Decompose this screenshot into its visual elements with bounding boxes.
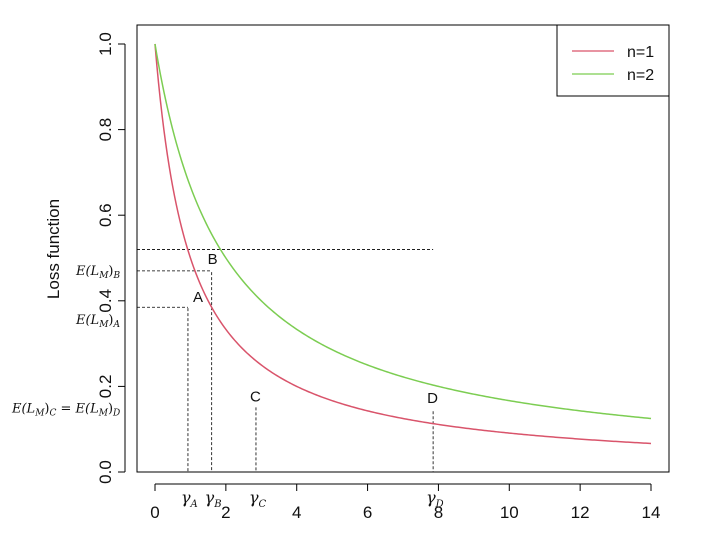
y-axis-title: Loss function	[44, 199, 63, 299]
point-label-B: B	[208, 251, 218, 268]
x-tick-label: 2	[221, 503, 230, 522]
y-tick-label: 0.2	[96, 375, 115, 399]
math-label-E-L-M-C: E(LM)C = E(LM)D	[11, 402, 120, 419]
x-tick-label: 0	[150, 503, 159, 522]
y-tick-label: 0.0	[96, 460, 115, 484]
legend-box	[556, 24, 670, 97]
series-lines	[154, 43, 652, 445]
guide-lines	[137, 249, 434, 472]
point-label-A: A	[193, 289, 203, 306]
y-tick-label: 0.8	[96, 118, 115, 142]
x-axis: 0 2 4 6 8 10 12 14	[150, 483, 661, 522]
legend-label-n1: n=1	[627, 44, 654, 61]
y-axis: 0.0 0.2 0.4 0.6 0.8 1.0	[96, 32, 126, 484]
series-line-n2	[154, 43, 652, 420]
y-tick-label: 0.4	[96, 289, 115, 313]
plot-frame	[136, 24, 670, 473]
x-tick-label: 14	[642, 503, 661, 522]
point-label-D: D	[427, 390, 438, 407]
x-tick-label: 6	[363, 503, 372, 522]
x-tick-label: 12	[571, 503, 590, 522]
math-label-gamma-C: γC	[249, 488, 267, 510]
legend-label-n2: n=2	[627, 67, 654, 84]
point-labels: A B C D	[193, 251, 438, 407]
math-label-gamma-B: γB	[205, 488, 222, 510]
legend: n=1 n=2	[556, 24, 670, 97]
math-label-gamma-D: γD	[426, 488, 444, 510]
x-tick-label: 4	[292, 503, 301, 522]
math-labels: E(LM)B E(LM)A E(LM)C = E(LM)D γA γB γC γD	[11, 264, 444, 510]
math-label-gamma-A: γA	[181, 488, 198, 510]
math-label-E-L-M-A: E(LM)A	[75, 313, 121, 330]
y-tick-label: 0.6	[96, 203, 115, 227]
x-tick-label: 8	[434, 503, 443, 522]
y-tick-label: 1.0	[96, 32, 115, 56]
point-label-C: C	[250, 388, 261, 405]
series-line-n1	[154, 43, 652, 445]
math-label-E-L-M-B: E(LM)B	[75, 264, 121, 281]
x-tick-label: 10	[500, 503, 519, 522]
